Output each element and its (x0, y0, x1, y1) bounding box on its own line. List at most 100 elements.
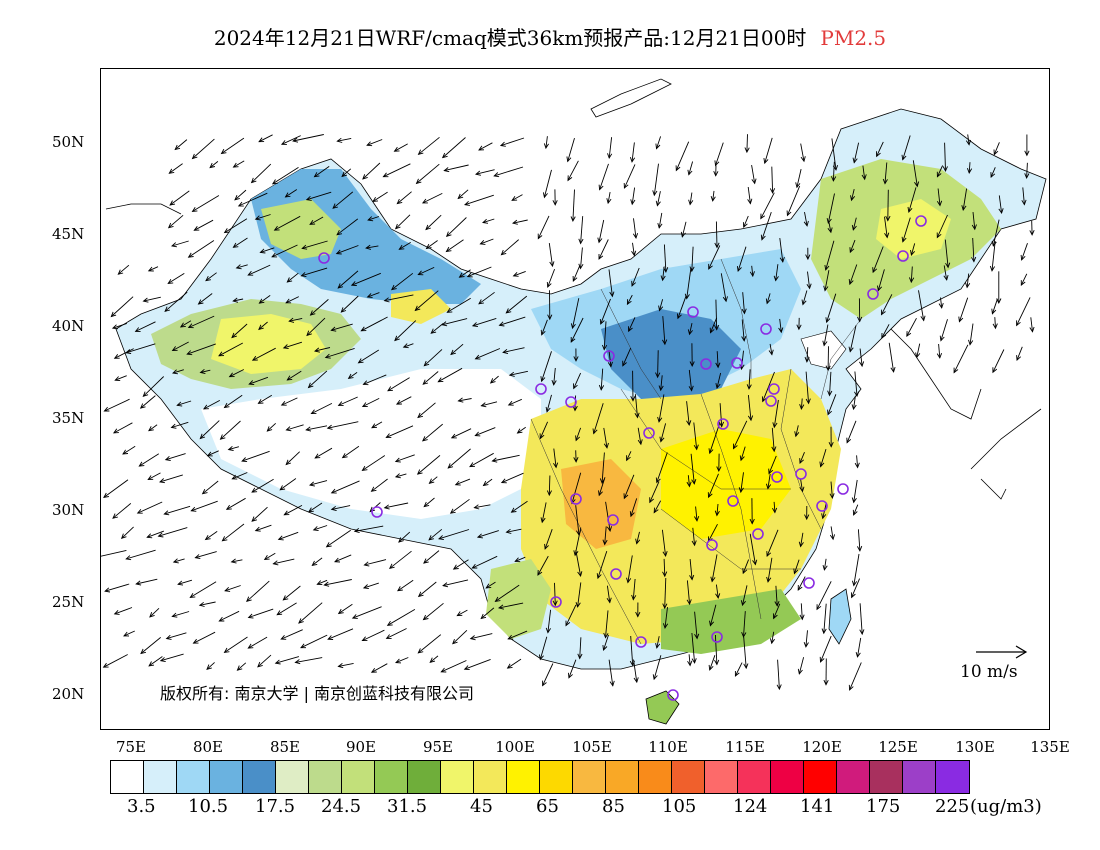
wind-arrow (716, 503, 719, 516)
wind-arrow (289, 317, 303, 322)
city-marker (667, 689, 679, 701)
wind-arrow-head (766, 576, 772, 583)
wind-arrow (991, 241, 996, 271)
wind-arrow (281, 397, 298, 406)
wind-arrow (823, 324, 829, 346)
map-canvas (101, 78, 1047, 725)
wind-arrow-head (357, 358, 364, 364)
wind-arrow (371, 421, 383, 429)
wind-arrow (312, 557, 323, 566)
wind-arrow (649, 481, 660, 503)
wind-arrow-head (567, 175, 573, 182)
wind-arrow (418, 581, 437, 597)
wind-arrow-head (395, 399, 402, 405)
wind-arrow (172, 369, 184, 374)
wind-arrow-head (491, 457, 498, 463)
wind-arrow-head (114, 376, 121, 382)
wind-arrow (944, 239, 949, 268)
wind-arrow-head (547, 314, 553, 321)
wind-arrow-head (606, 198, 612, 205)
wind-arrow-head (846, 437, 852, 444)
wind-arrow (637, 427, 642, 445)
wind-arrow (371, 478, 388, 492)
wind-arrow (149, 607, 160, 618)
wind-arrow (366, 139, 383, 146)
wind-arrow (853, 479, 858, 503)
colorbar-label: 105 (662, 796, 697, 817)
wind-arrow (278, 531, 299, 540)
wind-arrow (857, 637, 862, 657)
wind-arrow-head (337, 401, 344, 407)
wind-arrow-head (371, 423, 378, 429)
wind-arrow-head (148, 661, 155, 667)
wind-arrow (605, 501, 611, 532)
wind-arrow-head (819, 656, 825, 663)
wind-arrow-head (285, 426, 292, 432)
wind-arrow-head (741, 308, 747, 315)
wind-arrow-head (457, 193, 464, 200)
wind-arrow (686, 401, 690, 426)
wind-arrow (802, 290, 808, 305)
wind-arrow-head (598, 490, 603, 497)
city-marker (318, 252, 330, 264)
wind-arrow (104, 583, 130, 592)
wind-arrow-head (193, 226, 200, 231)
wind-arrow-head (854, 462, 860, 469)
wind-arrow (826, 293, 837, 323)
wind-arrow-head (257, 398, 264, 404)
wind-arrow (371, 663, 388, 673)
wind-arrow-head (795, 182, 801, 189)
wind-arrow-head (447, 463, 454, 469)
wind-arrow (171, 240, 189, 247)
colorbar-label: 10.5 (188, 796, 229, 817)
wind-arrow (662, 266, 665, 281)
wind-arrow (187, 343, 216, 355)
wind-arrow (541, 351, 552, 382)
lon-tick-80e: 80E (192, 738, 224, 756)
wind-arrow-head (300, 643, 306, 649)
wind-arrow-head (192, 638, 199, 644)
wind-arrow (477, 530, 499, 538)
wind-arrow (998, 195, 1003, 214)
wind-arrow-head (498, 321, 505, 327)
wind-arrow-head (747, 198, 753, 205)
wind-arrow-head (191, 153, 198, 160)
wind-arrow (1026, 162, 1028, 178)
wind-arrow (548, 475, 551, 496)
wind-arrow (575, 427, 582, 441)
colorbar-swatch (243, 761, 276, 793)
wind-arrow-head (602, 539, 608, 546)
wind-arrow-head (936, 353, 943, 359)
wind-arrow (279, 478, 297, 491)
baikal-lake (590, 78, 672, 118)
wind-arrow-head (103, 492, 109, 499)
wind-arrow (777, 659, 780, 690)
wind-arrow-head (796, 324, 802, 331)
wind-arrow (508, 398, 522, 406)
wind-arrow-head (958, 316, 964, 323)
map-panel[interactable] (100, 68, 1050, 730)
wind-arrow-head (204, 534, 211, 541)
lat-tick-25n: 25N (52, 593, 85, 611)
wind-arrow-head (425, 243, 432, 250)
wind-arrow (580, 247, 583, 269)
wind-arrow-head (799, 614, 805, 621)
wind-arrow (572, 189, 575, 222)
wind-arrow-head (852, 157, 858, 164)
colorbar-swatch (639, 761, 672, 793)
wind-arrow-head (714, 242, 720, 249)
city-marker (795, 468, 807, 480)
wind-arrow (417, 402, 436, 418)
wind-arrow-head (722, 296, 728, 303)
wind-arrow-head (568, 672, 573, 679)
wind-arrow-head (312, 526, 319, 532)
wind-arrow-head (662, 603, 668, 610)
wind-arrow (480, 607, 495, 619)
wind-arrow-head (414, 305, 421, 312)
tarim-core (211, 314, 326, 374)
wind-arrow (686, 268, 692, 299)
wind-arrow-head (657, 416, 663, 423)
wind-arrow-head (849, 247, 855, 254)
wind-arrow-head (573, 356, 579, 362)
wind-arrow (747, 395, 752, 421)
